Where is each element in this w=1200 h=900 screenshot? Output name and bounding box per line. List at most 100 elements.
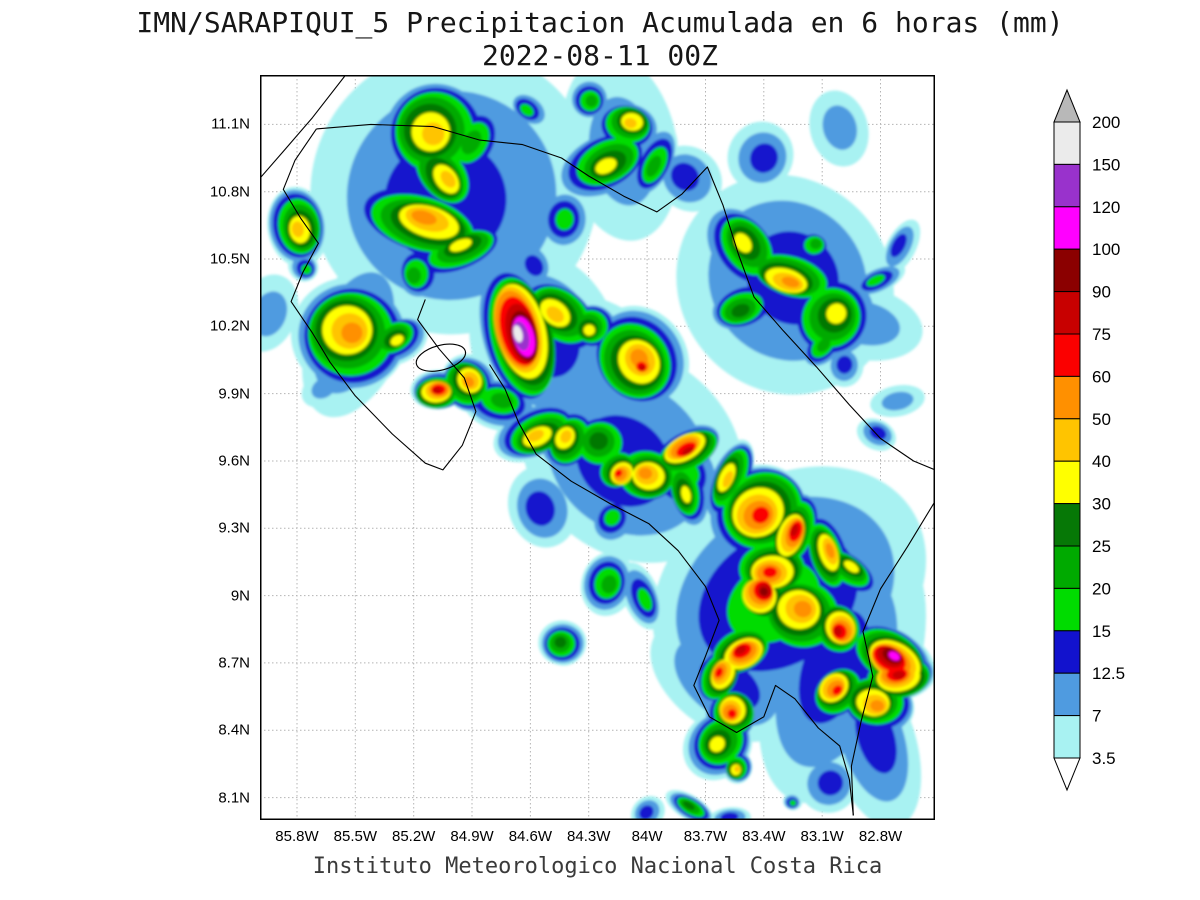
y-tick-label: 10.2N — [209, 317, 250, 335]
precip-contour-band — [870, 700, 885, 712]
precip-contour-band — [682, 446, 694, 456]
precip-contour-band — [892, 670, 905, 680]
precip-contour-band — [601, 575, 617, 594]
y-tick-label: 9N — [230, 587, 250, 605]
precip-contour-band — [817, 770, 844, 796]
precip-contour-band — [639, 805, 654, 820]
precip-contour-band — [682, 801, 695, 810]
precip-contour-band — [639, 364, 646, 371]
colorbar-label: 3.5 — [1092, 749, 1116, 768]
x-tick-label: 84.9W — [450, 828, 494, 845]
colorbar-segment — [1053, 206, 1081, 250]
precip-contour-band — [524, 255, 544, 277]
precip-contour-band — [881, 391, 914, 411]
precip-contour-band — [810, 238, 822, 250]
precip-contour-band — [681, 485, 691, 503]
precip-contour-band — [750, 143, 778, 173]
precip-contour-band — [513, 325, 523, 343]
precip-contour-band — [781, 276, 800, 288]
precip-contour-band — [714, 667, 724, 678]
precip-layer — [260, 75, 935, 820]
colorbar-label: 200 — [1092, 113, 1120, 132]
x-tick-label: 85.2W — [391, 828, 436, 845]
precip-contour-band — [440, 170, 456, 188]
colorbar-label: 75 — [1092, 325, 1111, 344]
precip-contour-band — [817, 338, 831, 352]
colorbar-label: 12.5 — [1092, 664, 1125, 683]
coastline — [316, 123, 935, 471]
precip-contour-band — [554, 636, 567, 648]
x-tick-label: 84.6W — [508, 828, 553, 845]
precip-contour-band — [722, 470, 734, 488]
colorbar-over-arrow — [1053, 88, 1081, 123]
coastline-layer — [260, 75, 935, 816]
precip-contour-band — [836, 355, 853, 374]
precip-contour-band — [890, 233, 907, 258]
precip-contour-band — [752, 506, 770, 524]
precip-contour-band — [604, 509, 621, 526]
y-tick-label: 9.3N — [218, 519, 250, 537]
precip-contour-band — [432, 387, 442, 394]
precip-contour-band — [822, 105, 858, 150]
precip-contour-band — [406, 267, 421, 284]
colorbar-label: 25 — [1092, 537, 1111, 556]
y-tick-label: 10.8N — [209, 183, 250, 201]
x-tick-label: 82.8W — [858, 828, 903, 845]
colorbar-segment — [1053, 503, 1081, 547]
colorbar-label: 20 — [1092, 579, 1111, 598]
precip-contour-band — [832, 685, 843, 696]
x-tick-label: 85.8W — [275, 828, 319, 845]
precip-contour-band — [731, 303, 750, 318]
precip-contour-band — [390, 334, 404, 346]
precip-contour-band — [709, 736, 725, 752]
colorbar-segment — [1053, 291, 1081, 335]
y-tick-label: 9.6N — [218, 452, 250, 470]
colorbar-segment — [1053, 333, 1081, 377]
colorbar-label: 100 — [1092, 240, 1120, 259]
precip-contour-band — [341, 322, 363, 344]
precip-contour-band — [789, 800, 797, 806]
precip-contour-band — [735, 645, 747, 655]
colorbar-label: 120 — [1092, 198, 1120, 217]
coastline — [260, 75, 347, 179]
plot-frame — [260, 75, 935, 820]
x-tick-label: 85.5W — [333, 828, 377, 845]
precip-contour-band — [490, 392, 513, 409]
colorbar-label: 150 — [1092, 155, 1120, 174]
y-tick-label: 8.4N — [218, 721, 250, 739]
x-tick-label: 83.7W — [683, 828, 728, 845]
colorbar-segment — [1053, 630, 1081, 674]
y-tick-label: 11.1N — [211, 115, 250, 133]
precip-contour-band — [762, 566, 778, 578]
colorbar-segment — [1053, 672, 1081, 717]
precip-contour-band — [595, 158, 617, 175]
precip-contour-band — [411, 210, 437, 225]
precip-contour-band — [311, 377, 336, 399]
precip-contour-band — [826, 303, 847, 324]
colorbar-label: 30 — [1092, 495, 1111, 514]
x-tick-label: 84W — [631, 828, 663, 845]
precip-contour-band — [888, 651, 900, 661]
colorbar-label: 60 — [1092, 367, 1111, 386]
precip-contour-band — [291, 221, 304, 238]
colorbar-label: 50 — [1092, 410, 1111, 429]
coastline — [489, 364, 854, 816]
precip-contour-band — [869, 425, 887, 440]
colorbar: 200 150 120 100 90 75 60 50 40 30 25 20 15 12.5 7 3.5 — [1053, 88, 1125, 792]
chart-subtitle: 2022-08-11 00Z — [481, 39, 718, 72]
precip-contour-band — [833, 626, 843, 636]
colorbar-segment — [1053, 121, 1081, 165]
x-tick-label: 84.3W — [567, 828, 611, 845]
precip-contour-band — [790, 524, 799, 537]
x-tick-label: 83.1W — [800, 828, 844, 845]
colorbar-segment — [1053, 715, 1081, 759]
y-tick-label: 10.5N — [209, 250, 250, 268]
precip-contour-band — [583, 324, 595, 336]
precip-contour-band — [734, 765, 741, 773]
precip-contour-band — [555, 208, 574, 231]
gulf-outline — [415, 343, 467, 372]
colorbar-segment — [1053, 163, 1081, 208]
colorbar-under-arrow — [1053, 757, 1081, 792]
colorbar-segment — [1053, 545, 1081, 589]
precip-contour-band — [546, 306, 564, 323]
